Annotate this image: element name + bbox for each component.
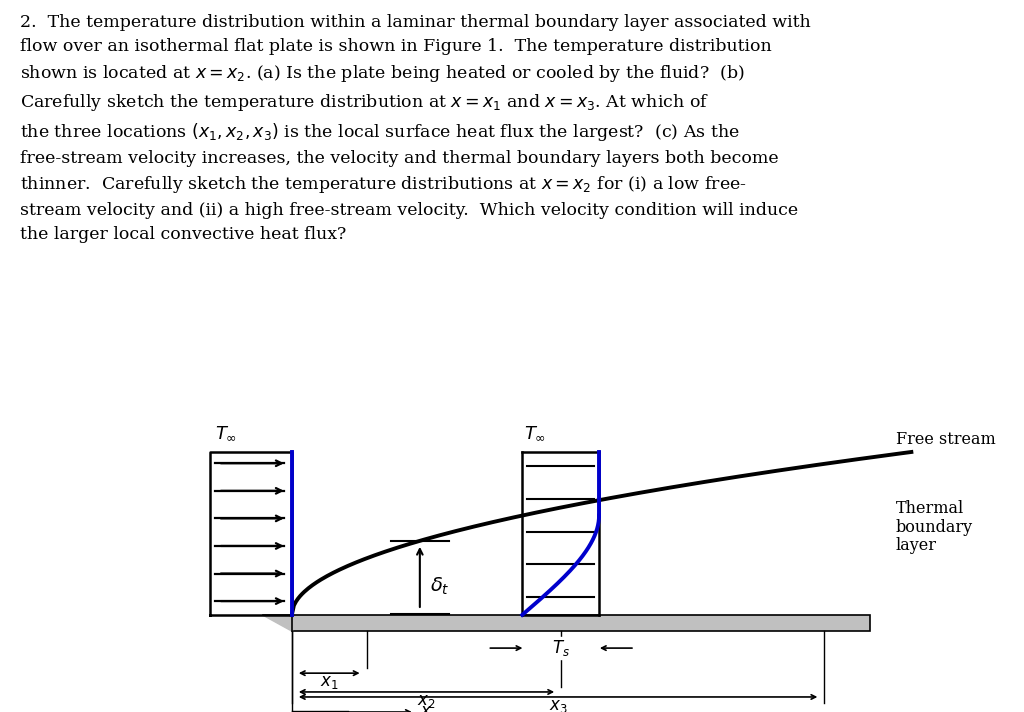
Text: 2.  The temperature distribution within a laminar thermal boundary layer associa: 2. The temperature distribution within a… bbox=[20, 14, 811, 243]
Text: Thermal: Thermal bbox=[896, 500, 965, 517]
Text: Free stream: Free stream bbox=[896, 431, 995, 448]
Text: $x_1$: $x_1$ bbox=[319, 674, 339, 691]
Polygon shape bbox=[263, 615, 292, 631]
Text: $T_\infty$: $T_\infty$ bbox=[524, 424, 547, 443]
Text: layer: layer bbox=[896, 538, 937, 555]
Text: $T_s$: $T_s$ bbox=[552, 638, 570, 658]
Text: $\delta_t$: $\delta_t$ bbox=[430, 576, 450, 597]
Text: $T_\infty$: $T_\infty$ bbox=[215, 424, 238, 443]
Text: $x$: $x$ bbox=[420, 703, 432, 712]
Text: $x_3$: $x_3$ bbox=[549, 698, 567, 712]
Text: $x_2$: $x_2$ bbox=[417, 693, 436, 710]
Text: boundary: boundary bbox=[896, 518, 973, 535]
Bar bbox=[292, 615, 870, 631]
